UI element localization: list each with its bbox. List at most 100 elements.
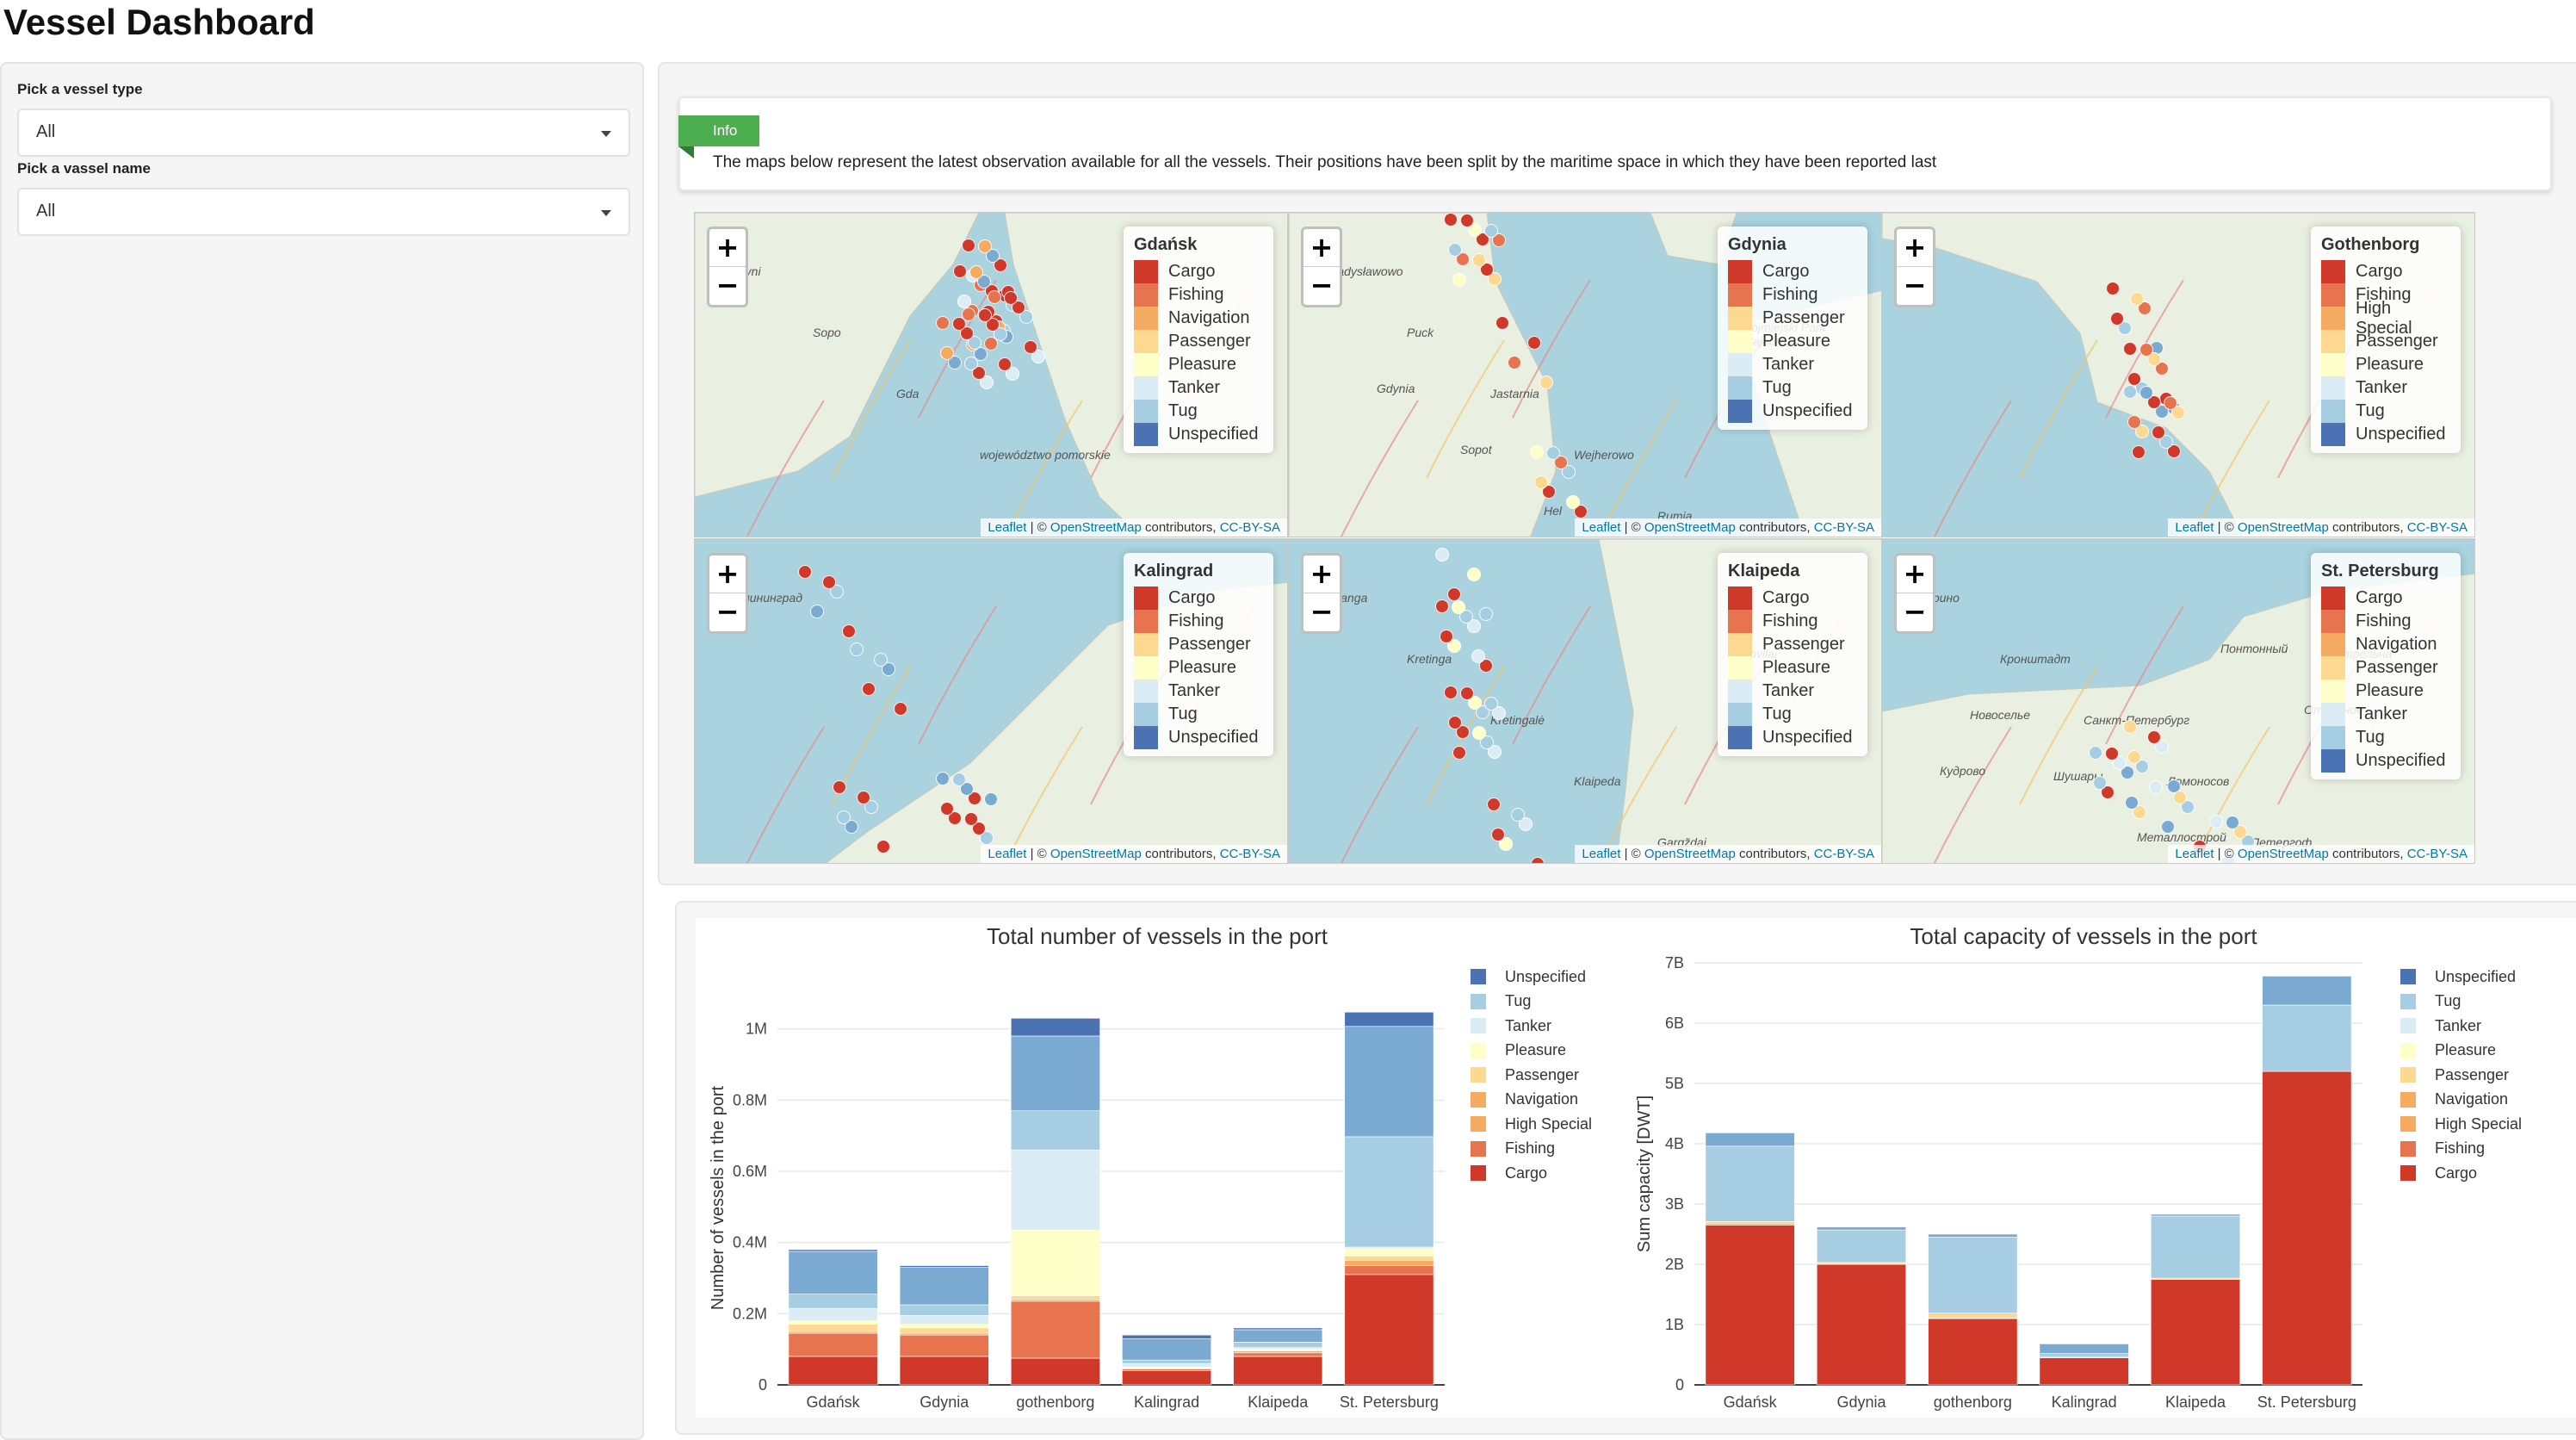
- vessel-marker[interactable]: [1519, 817, 1533, 831]
- vessel-marker[interactable]: [1566, 495, 1580, 509]
- bar-segment[interactable]: [899, 1315, 989, 1325]
- vessel-marker[interactable]: [2155, 740, 2169, 754]
- vessel-marker[interactable]: [960, 326, 974, 340]
- bar-segment[interactable]: [1705, 1220, 1795, 1225]
- vessel-marker[interactable]: [2149, 780, 2163, 794]
- vessel-marker[interactable]: [962, 307, 975, 321]
- vessel-marker[interactable]: [2089, 746, 2102, 760]
- vessel-marker[interactable]: [830, 585, 844, 599]
- vessel-marker[interactable]: [2130, 292, 2144, 306]
- chart-legend-item[interactable]: Fishing: [2400, 1137, 2522, 1162]
- zoom-in-button[interactable]: +: [709, 229, 746, 267]
- chart-legend-item[interactable]: Pleasure: [2400, 1039, 2522, 1064]
- bar-segment[interactable]: [1010, 1300, 1100, 1359]
- bar-segment[interactable]: [899, 1267, 989, 1306]
- vessel-marker[interactable]: [2105, 747, 2119, 760]
- bar-segment[interactable]: [899, 1304, 989, 1316]
- vessel-marker[interactable]: [2147, 395, 2161, 409]
- vessel-marker[interactable]: [1472, 726, 1486, 740]
- vessel-marker[interactable]: [1527, 336, 1541, 350]
- vessel-marker[interactable]: [2147, 730, 2161, 744]
- bar-segment[interactable]: [1344, 1026, 1434, 1138]
- bar-segment[interactable]: [788, 1249, 878, 1252]
- vessel-marker[interactable]: [960, 782, 974, 796]
- vessel-marker[interactable]: [957, 295, 971, 308]
- bar-segment[interactable]: [788, 1331, 878, 1334]
- vessel-marker[interactable]: [2123, 720, 2137, 734]
- zoom-out-button[interactable]: −: [1310, 269, 1334, 301]
- bar-segment[interactable]: [788, 1332, 878, 1357]
- bar-segment[interactable]: [1122, 1338, 1212, 1361]
- vessel-marker[interactable]: [994, 327, 1007, 341]
- vessel-marker[interactable]: [2139, 386, 2153, 400]
- vessel-marker[interactable]: [876, 840, 890, 853]
- vessel-marker[interactable]: [1468, 223, 1482, 237]
- bar-segment[interactable]: [1010, 1357, 1100, 1386]
- vessel-marker[interactable]: [2106, 282, 2120, 295]
- vessel-marker[interactable]: [2173, 791, 2187, 804]
- vessel-marker[interactable]: [2152, 425, 2165, 439]
- vessel-marker[interactable]: [1435, 599, 1449, 613]
- vessel-marker[interactable]: [810, 605, 824, 618]
- vessel-marker[interactable]: [2121, 766, 2134, 779]
- bar-segment[interactable]: [788, 1320, 878, 1325]
- license-link[interactable]: CC-BY-SA: [1219, 520, 1280, 535]
- vessel-marker[interactable]: [2181, 800, 2195, 814]
- vessel-marker[interactable]: [2226, 816, 2239, 829]
- vessel-marker[interactable]: [1444, 213, 1458, 227]
- map-kalingrad[interactable]: Калининград + − Kalingrad Cargo Fishing Passen…: [694, 538, 1288, 864]
- bar-segment[interactable]: [1122, 1362, 1212, 1368]
- bar-segment[interactable]: [1233, 1350, 1323, 1354]
- bar-segment[interactable]: [1010, 1017, 1100, 1037]
- map-gda-sk[interactable]: GdyniSopoGdawojewództwo pomorskie+−Gdańs…: [694, 212, 1288, 537]
- leaflet-link[interactable]: Leaflet: [2175, 847, 2214, 861]
- zoom-out-button[interactable]: −: [1903, 269, 1927, 301]
- vessel-marker[interactable]: [1574, 505, 1588, 518]
- vessel-marker[interactable]: [948, 811, 962, 825]
- vessel-marker[interactable]: [1488, 272, 1502, 286]
- vessel-marker[interactable]: [978, 239, 992, 253]
- vessel-marker[interactable]: [2159, 435, 2173, 449]
- vessel-marker[interactable]: [2167, 444, 2181, 458]
- bar-segment[interactable]: [1122, 1369, 1212, 1371]
- vessel-type-select[interactable]: All: [17, 109, 630, 157]
- chart-legend-item[interactable]: High Special: [2400, 1112, 2522, 1137]
- chart-legend-item[interactable]: Tanker: [1471, 1014, 1592, 1039]
- bar-segment[interactable]: [1344, 1136, 1434, 1248]
- vessel-marker[interactable]: [833, 780, 846, 794]
- chart-legend-item[interactable]: Cargo: [1471, 1161, 1592, 1186]
- vessel-marker[interactable]: [862, 682, 876, 696]
- zoom-out-button[interactable]: −: [715, 269, 740, 301]
- vessel-marker[interactable]: [962, 239, 975, 252]
- vessel-marker[interactable]: [972, 822, 986, 835]
- bar-segment[interactable]: [1344, 1274, 1434, 1386]
- vessel-marker[interactable]: [1542, 485, 1556, 499]
- bar-segment[interactable]: [1010, 1299, 1100, 1302]
- bar-segment[interactable]: [1705, 1225, 1795, 1386]
- license-link[interactable]: CC-BY-SA: [1813, 520, 1874, 535]
- vessel-marker[interactable]: [1440, 630, 1453, 643]
- bar-segment[interactable]: [899, 1332, 989, 1336]
- vessel-marker[interactable]: [2164, 396, 2177, 410]
- vessel-marker[interactable]: [1447, 639, 1461, 653]
- vessel-marker[interactable]: [2127, 372, 2141, 386]
- vessel-marker[interactable]: [948, 356, 962, 369]
- chart-legend-item[interactable]: Unspecified: [2400, 965, 2522, 990]
- vessel-marker[interactable]: [964, 357, 978, 370]
- vessel-marker[interactable]: [972, 366, 986, 380]
- vessel-marker[interactable]: [1487, 798, 1501, 811]
- vessel-marker[interactable]: [822, 575, 836, 589]
- vessel-marker[interactable]: [952, 773, 966, 786]
- bar-segment[interactable]: [1010, 1295, 1100, 1300]
- vessel-marker[interactable]: [1539, 376, 1553, 389]
- vessel-marker[interactable]: [969, 265, 983, 279]
- vessel-marker[interactable]: [1459, 610, 1473, 624]
- chart-legend-item[interactable]: Passenger: [2400, 1063, 2522, 1088]
- license-link[interactable]: CC-BY-SA: [2406, 520, 2468, 535]
- vessel-marker[interactable]: [936, 772, 950, 785]
- vessel-marker[interactable]: [1019, 310, 1033, 324]
- vessel-marker[interactable]: [980, 376, 994, 389]
- bar-segment[interactable]: [1010, 1149, 1100, 1231]
- vessel-marker[interactable]: [850, 642, 864, 656]
- vessel-marker[interactable]: [2118, 321, 2132, 335]
